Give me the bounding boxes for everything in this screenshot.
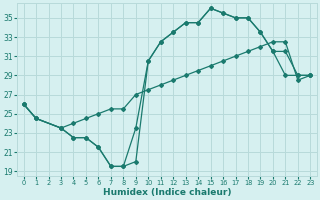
- X-axis label: Humidex (Indice chaleur): Humidex (Indice chaleur): [103, 188, 231, 197]
